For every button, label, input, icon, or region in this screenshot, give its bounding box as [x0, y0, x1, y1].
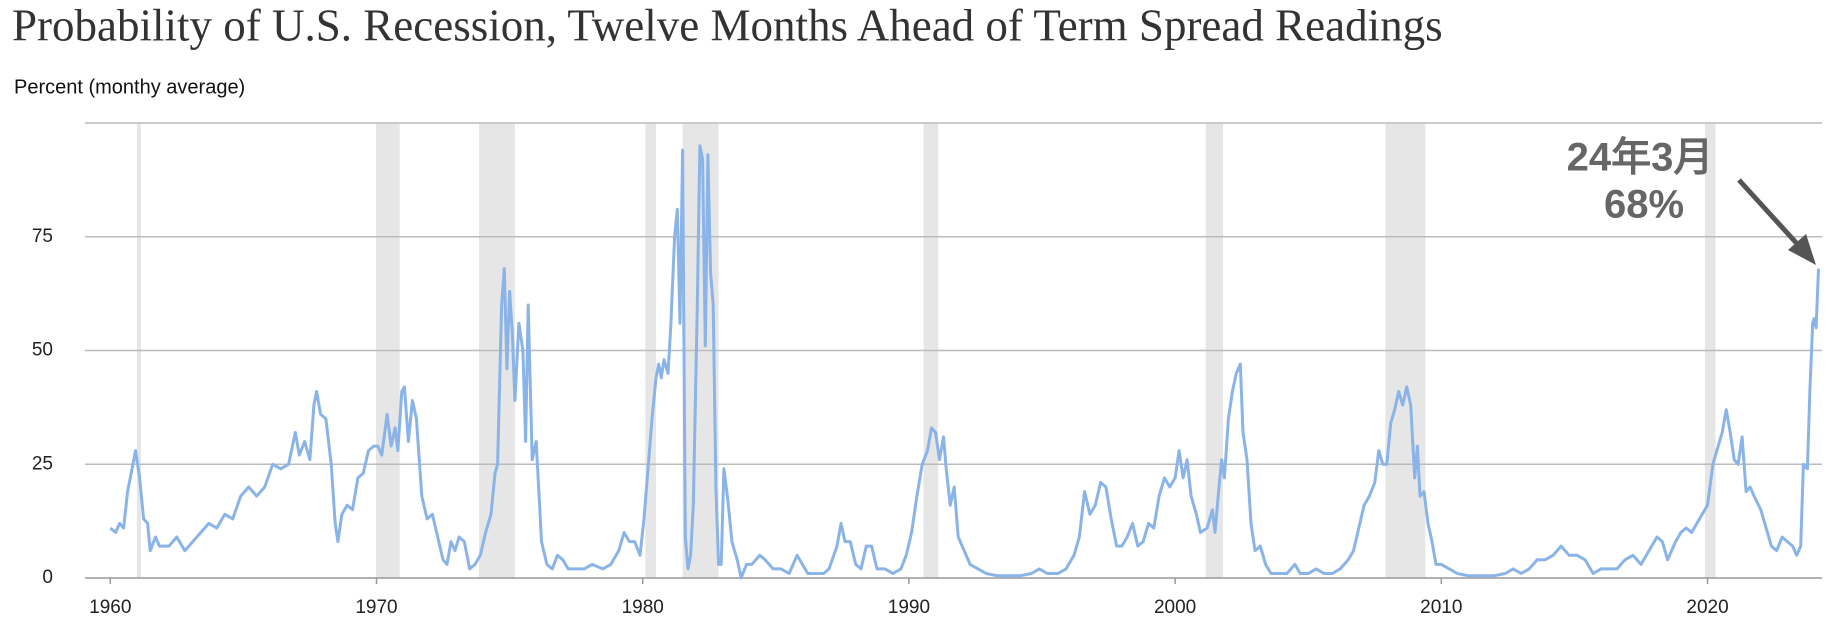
x-tick-label: 1990 — [888, 597, 930, 618]
x-tick-label: 2020 — [1686, 597, 1728, 618]
annotation-value: 68% — [1604, 183, 1684, 227]
y-tick-label: 75 — [32, 226, 53, 247]
y-tick-label: 0 — [42, 567, 53, 588]
y-tick-label: 25 — [32, 453, 53, 474]
annotation-arrowhead — [1788, 234, 1816, 265]
x-tick-label: 2000 — [1154, 597, 1196, 618]
annotation-date: 24年3月 — [1567, 136, 1714, 180]
y-tick-label: 50 — [32, 340, 53, 361]
grid: 0 25 50 75 1960 1970 1980 1990 2000 2010 2020 — [32, 122, 1822, 618]
chart-title: Probability of U.S. Recession, Twelve Mo… — [12, 0, 1443, 50]
plot-area — [109, 144, 1820, 580]
annotation-arrow — [1737, 178, 1802, 249]
x-tick-label: 1960 — [89, 597, 131, 618]
x-tick-label: 1970 — [355, 597, 397, 618]
x-tick-label: 1980 — [622, 597, 664, 618]
x-tick-label: 2010 — [1420, 597, 1462, 618]
data-line — [109, 144, 1820, 580]
chart-subtitle: Percent (monthy average) — [14, 76, 245, 98]
